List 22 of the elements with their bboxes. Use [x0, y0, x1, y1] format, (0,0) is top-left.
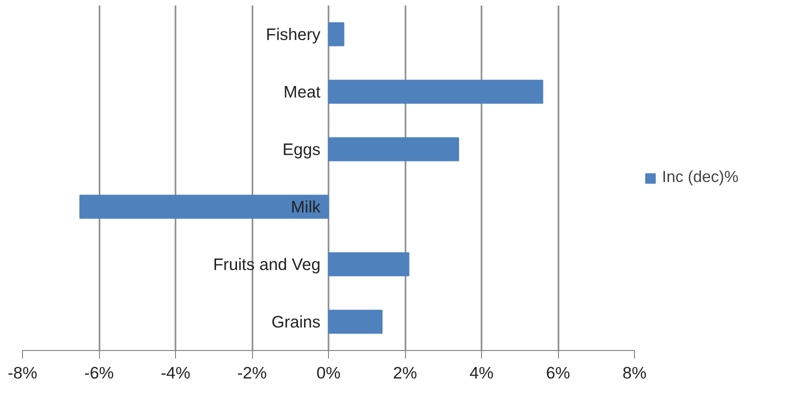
x-tick-label: -4% — [160, 364, 190, 382]
x-tick-label: 0% — [316, 364, 341, 382]
y-tick-label: Fruits and Veg — [213, 254, 321, 274]
x-tick-label: 6% — [546, 364, 570, 382]
y-tick-label: Fishery — [266, 24, 322, 44]
x-tick-label: -6% — [84, 364, 114, 382]
x-tick-label: -2% — [237, 364, 267, 382]
bar — [328, 80, 544, 104]
bar — [79, 194, 329, 219]
y-tick-label: Milk — [290, 197, 322, 216]
y-tick-label: Eggs — [282, 140, 321, 159]
bar — [328, 310, 383, 334]
x-tick-label: 8% — [622, 364, 647, 382]
x-tick-label: -8% — [8, 364, 38, 382]
y-tick-label: Meat — [283, 82, 321, 102]
legend-label: Inc (dec)% — [662, 168, 738, 186]
x-tick-label: 2% — [392, 364, 418, 382]
bar — [328, 22, 344, 46]
bar — [328, 137, 460, 162]
bar — [328, 252, 410, 276]
y-tick-label: Grains — [271, 312, 321, 332]
x-tick-label: 4% — [469, 364, 494, 382]
